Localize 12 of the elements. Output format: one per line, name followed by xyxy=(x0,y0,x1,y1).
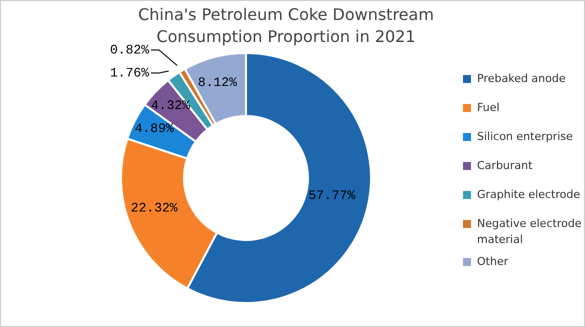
data-label: 57.77% xyxy=(308,188,356,204)
legend-label: Negative electrode material xyxy=(477,216,583,248)
legend-label: Prebaked anode xyxy=(477,71,566,87)
legend-label: Graphite electrode xyxy=(477,187,580,203)
legend-label: Carburant xyxy=(477,158,532,174)
data-label: 8.12% xyxy=(198,75,238,90)
legend-label: Other xyxy=(477,254,508,270)
legend-label: Fuel xyxy=(477,100,500,116)
data-label: 1.76% xyxy=(110,66,150,80)
legend-label: Silicon enterprise xyxy=(477,129,573,145)
data-label: 22.32% xyxy=(130,200,178,216)
data-label: 4.89% xyxy=(134,121,174,136)
